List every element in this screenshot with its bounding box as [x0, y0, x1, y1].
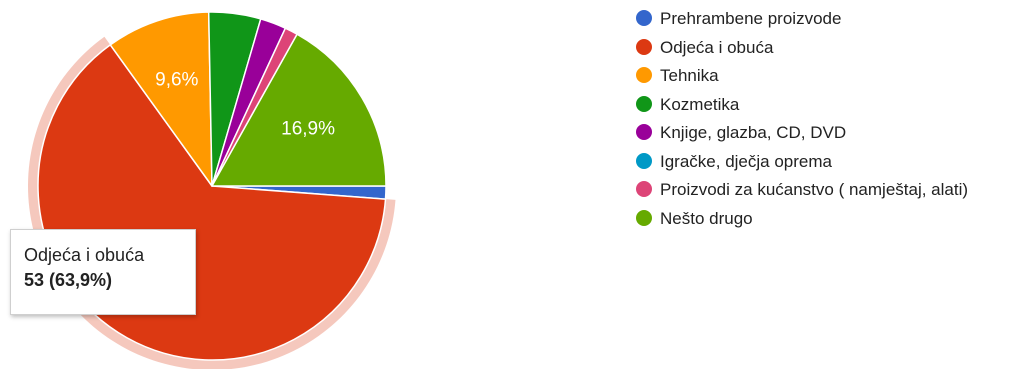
legend-label: Odjeća i obuća: [660, 37, 774, 57]
legend-label: Prehrambene proizvode: [660, 9, 842, 28]
legend-item-nesto-drugo[interactable]: Nešto drugo: [636, 208, 1031, 229]
legend-label: Nešto drugo: [660, 208, 753, 228]
legend-label: Tehnika: [660, 66, 719, 85]
pie-slice-label-tehnika: 9,6%: [155, 69, 198, 90]
legend-item-tehnika[interactable]: Tehnika: [636, 65, 1031, 86]
legend-marker-icon: [636, 124, 652, 140]
legend-marker-icon: [636, 67, 652, 83]
legend-marker-icon: [636, 181, 652, 197]
legend-item-kozmetika[interactable]: Kozmetika: [636, 94, 1031, 115]
legend-label: Kozmetika: [660, 94, 740, 114]
legend-marker-icon: [636, 209, 652, 226]
legend-marker-icon: [636, 38, 652, 55]
legend-label: Igračke, dječja oprema: [660, 151, 832, 171]
chart-tooltip: Odjeća i obuća 53 (63,9%): [10, 229, 196, 315]
legend-label: Knjige, glazba, CD, DVD: [660, 123, 847, 142]
legend-marker-icon: [636, 95, 652, 112]
tooltip-value: 53 (63,9%): [24, 270, 113, 290]
legend-item-proizvodi-za-kucanstvo-namjestaj-alati[interactable]: Proizvodi za kućanstvo ( namještaj, alat…: [636, 179, 1031, 200]
pie-slice-nesto-drugo[interactable]: [211, 33, 387, 187]
chart-legend: Prehrambene proizvode Odjeća i obuća Tehni…: [636, 8, 1031, 236]
legend-item-prehrambene-proizvode[interactable]: Prehrambene proizvode: [636, 8, 1031, 29]
legend-item-odjeca-i-obuca[interactable]: Odjeća i obuća: [636, 37, 1031, 58]
pie-slice-tehnika[interactable]: [109, 11, 213, 187]
legend-marker-icon: [636, 152, 652, 169]
pie-slice-label-nesto-drugo: 16,9%: [281, 119, 335, 140]
legend-label: Proizvodi za kućanstvo ( namještaj, alat…: [660, 180, 969, 199]
pie-slice-labels: 9,6% 16,9%: [155, 69, 335, 139]
legend-item-knjige-glazba-cd-dvd[interactable]: Knjige, glazba, CD, DVD: [636, 122, 1031, 143]
legend-item-igracke-djecja-oprema[interactable]: Igračke, dječja oprema: [636, 151, 1031, 172]
legend-marker-icon: [636, 10, 652, 26]
tooltip-title: Odjeća i obuća: [24, 245, 145, 265]
